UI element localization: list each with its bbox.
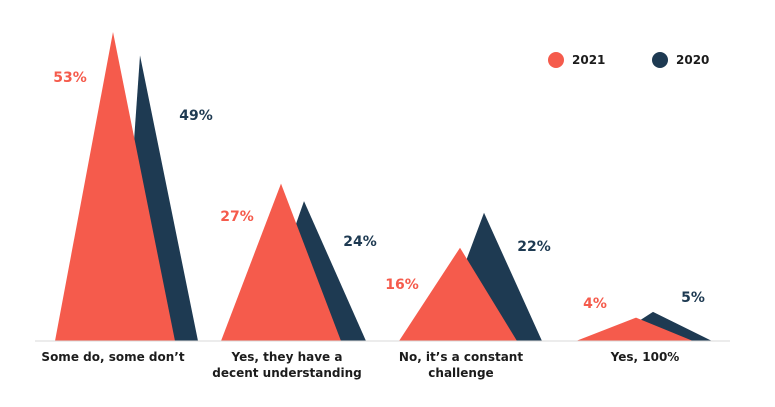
- chart-marks: [55, 32, 712, 342]
- triangle-2021-2: [399, 247, 517, 341]
- value-label-2020-2: 22%: [517, 239, 551, 255]
- category-label-1: Yes, they have a decent understanding: [212, 350, 362, 380]
- category-label-3: Yes, 100%: [610, 350, 680, 364]
- value-label-2021-2: 16%: [385, 277, 419, 293]
- legend-swatch-2020: [652, 52, 668, 68]
- legend-swatch-2021: [548, 52, 564, 68]
- chart-labels: 53% 27% 16% 4% 49% 24% 22% 5% Some do, some don’…: [41, 70, 704, 380]
- legend-label-2021: 2021: [572, 53, 605, 67]
- triangle-2021-1: [221, 183, 341, 341]
- value-label-2020-3: 5%: [681, 290, 705, 306]
- value-label-2020-0: 49%: [179, 108, 213, 124]
- legend-label-2020: 2020: [676, 53, 709, 67]
- value-label-2020-1: 24%: [343, 234, 377, 250]
- value-label-2021-1: 27%: [220, 209, 254, 225]
- category-label-0: Some do, some don’t: [41, 350, 184, 364]
- triangle-2021-0: [55, 32, 175, 341]
- legend: 2021 2020: [548, 52, 709, 68]
- triangle-2021-3: [576, 317, 693, 341]
- value-label-2021-3: 4%: [583, 296, 607, 312]
- value-label-2021-0: 53%: [53, 70, 87, 86]
- category-label-2: No, it’s a constant challenge: [399, 350, 523, 380]
